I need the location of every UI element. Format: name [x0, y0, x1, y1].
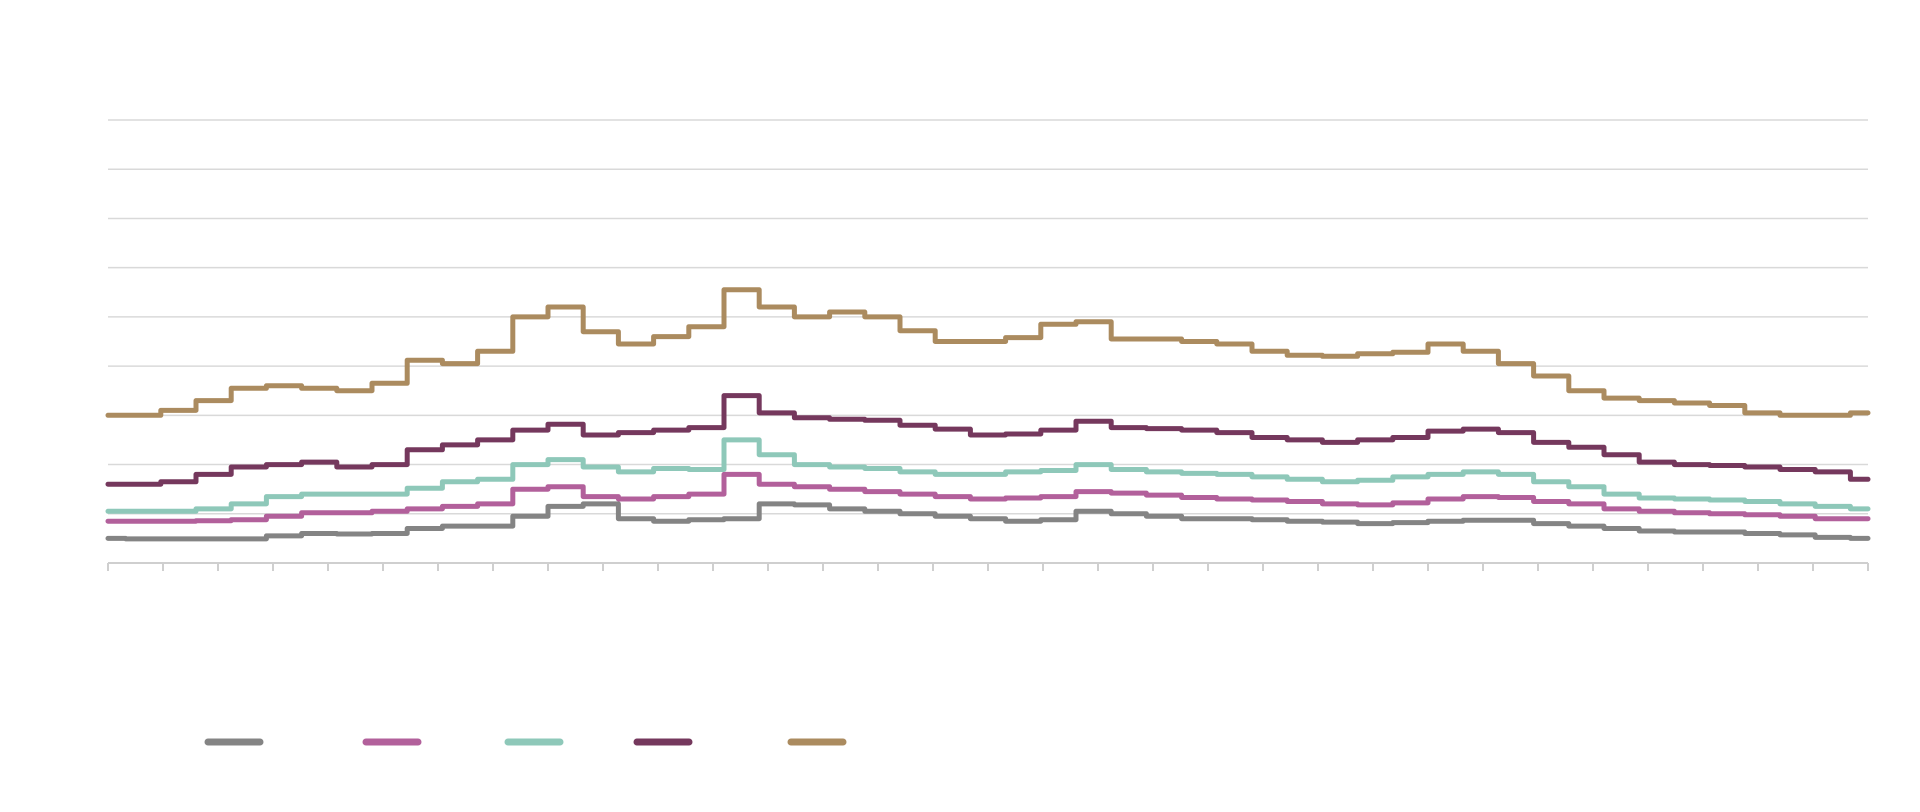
- series-line-4: [105, 393, 1871, 487]
- x-axis: [107, 562, 1869, 571]
- series-line-1: [105, 501, 1871, 542]
- series-line-3: [105, 437, 1871, 514]
- series-line-2: [105, 471, 1871, 524]
- series-lines: [105, 287, 1871, 542]
- series-line-5: [105, 287, 1871, 418]
